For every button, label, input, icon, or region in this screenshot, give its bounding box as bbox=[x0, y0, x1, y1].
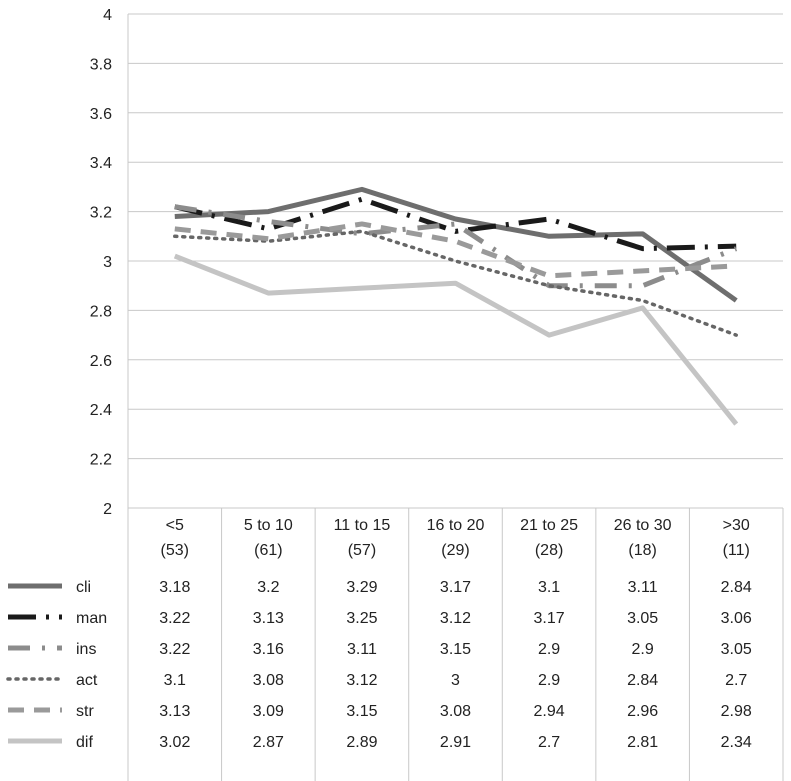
table-cell-act-1: 3.08 bbox=[253, 672, 284, 689]
table-cell-act-2: 3.12 bbox=[346, 672, 377, 689]
table-cell-dif-6: 2.34 bbox=[721, 734, 752, 751]
legend-label-man: man bbox=[76, 610, 107, 627]
table-cell-ins-3: 3.15 bbox=[440, 641, 471, 658]
series-lines bbox=[173, 186, 739, 426]
table-cell-cli-5: 3.11 bbox=[628, 579, 658, 596]
table-cell-man-3: 3.12 bbox=[440, 610, 471, 627]
x-category-label-1: 5 to 10 (61) bbox=[244, 517, 293, 559]
table-cell-str-1: 3.09 bbox=[253, 703, 284, 720]
table-cell-act-6: 2.7 bbox=[725, 672, 747, 689]
table-cell-str-4: 2.94 bbox=[534, 703, 565, 720]
table-cell-dif-4: 2.7 bbox=[538, 734, 560, 751]
y-tick-label-4: 2.8 bbox=[90, 303, 112, 320]
table-cell-man-0: 3.22 bbox=[159, 610, 190, 627]
y-tick-label-6: 3.2 bbox=[90, 205, 112, 222]
legend-label-dif: dif bbox=[76, 734, 93, 751]
y-axis: 2 2.2 2.4 2.6 2.8 3 3.2 3.4 3.6 3.8 4 bbox=[90, 7, 112, 518]
series-line-dif bbox=[173, 253, 739, 426]
table-cell-dif-5: 2.81 bbox=[627, 734, 658, 751]
x-category-label-0: <5 (53) bbox=[161, 517, 189, 559]
y-tick-label-10: 4 bbox=[103, 7, 112, 24]
y-tick-label-3: 2.6 bbox=[90, 353, 112, 370]
table-cell-str-0: 3.13 bbox=[159, 703, 190, 720]
table-cell-dif-0: 3.02 bbox=[159, 734, 190, 751]
legend-label-ins: ins bbox=[76, 641, 96, 658]
table-cell-man-2: 3.25 bbox=[346, 610, 377, 627]
table-cell-cli-3: 3.17 bbox=[440, 579, 471, 596]
table-cell-act-0: 3.1 bbox=[164, 672, 186, 689]
table-cell-ins-2: 3.11 bbox=[347, 641, 377, 658]
table-cell-ins-0: 3.22 bbox=[159, 641, 190, 658]
table-cell-ins-1: 3.16 bbox=[253, 641, 284, 658]
series-line-str bbox=[174, 221, 737, 279]
x-category-label-2: 11 to 15 (57) bbox=[334, 517, 391, 559]
table-cell-dif-2: 2.89 bbox=[346, 734, 377, 751]
table-cell-dif-3: 2.91 bbox=[440, 734, 471, 751]
table-cell-str-3: 3.08 bbox=[440, 703, 471, 720]
x-category-label-4: 21 to 25 (28) bbox=[520, 517, 578, 559]
table-cell-ins-6: 3.05 bbox=[721, 641, 752, 658]
y-tick-label-7: 3.4 bbox=[90, 155, 112, 172]
table-cell-str-5: 2.96 bbox=[627, 703, 658, 720]
table-cell-cli-6: 2.84 bbox=[721, 579, 752, 596]
y-tick-label-5: 3 bbox=[103, 254, 112, 271]
table-cell-man-4: 3.17 bbox=[534, 610, 565, 627]
x-category-label-5: 26 to 30 (18) bbox=[614, 517, 672, 559]
legend-label-act: act bbox=[76, 672, 98, 689]
x-category-label-6: >30 (11) bbox=[723, 517, 750, 559]
table-cell-str-2: 3.15 bbox=[346, 703, 377, 720]
table-cell-man-5: 3.05 bbox=[627, 610, 658, 627]
table-cell-man-1: 3.13 bbox=[253, 610, 284, 627]
table-cell-cli-2: 3.29 bbox=[346, 579, 377, 596]
table-cell-act-5: 2.84 bbox=[627, 672, 658, 689]
table-cell-ins-5: 2.9 bbox=[632, 641, 654, 658]
y-tick-label-8: 3.6 bbox=[90, 106, 112, 123]
x-axis: <5 (53) 5 to 10 (61) 11 to 15 (57) 16 to 20 (29… bbox=[161, 517, 750, 559]
table-cell-str-6: 2.98 bbox=[721, 703, 752, 720]
y-tick-label-1: 2.2 bbox=[90, 452, 112, 469]
series-line-cli bbox=[174, 186, 738, 303]
y-tick-label-2: 2.4 bbox=[90, 402, 112, 419]
series-line-man bbox=[174, 196, 737, 252]
y-tick-label-9: 3.8 bbox=[90, 56, 112, 73]
x-category-label-3: 16 to 20 (29) bbox=[427, 517, 485, 559]
table-cell-dif-1: 2.87 bbox=[253, 734, 284, 751]
y-tick-label-0: 2 bbox=[103, 501, 112, 518]
table-cell-act-4: 2.9 bbox=[538, 672, 560, 689]
legend-label-str: str bbox=[76, 703, 94, 720]
table-cell-cli-4: 3.1 bbox=[538, 579, 560, 596]
table-cell-cli-1: 3.2 bbox=[257, 579, 279, 596]
table-cell-man-6: 3.06 bbox=[721, 610, 752, 627]
table-cell-cli-0: 3.18 bbox=[159, 579, 190, 596]
table-cell-ins-4: 2.9 bbox=[538, 641, 560, 658]
gridlines bbox=[127, 13, 784, 781]
legend-label-cli: cli bbox=[76, 579, 91, 596]
table-cell-act-3: 3 bbox=[451, 672, 460, 689]
